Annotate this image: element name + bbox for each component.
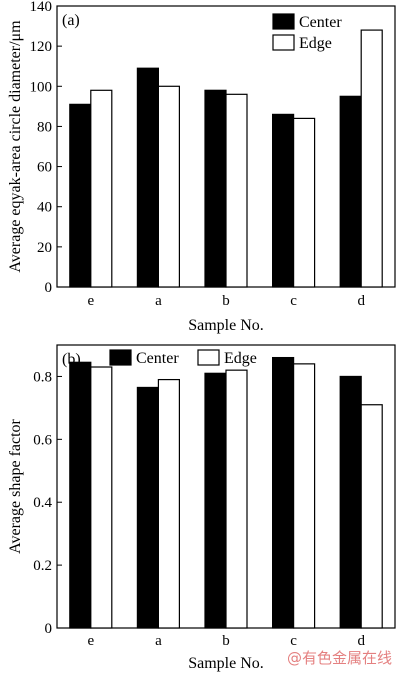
y-axis-title: Average eqyak-area circle diameter/μm <box>7 20 24 273</box>
bar-center-b <box>204 372 227 629</box>
legend: Center Edge <box>272 13 342 52</box>
bar-center-e <box>69 103 92 288</box>
y-tick-label: 140 <box>30 0 53 15</box>
bar-edge-b <box>225 93 248 288</box>
y-tick-label: 0.4 <box>33 495 52 511</box>
y-tick-label: 80 <box>37 119 52 135</box>
legend-swatch-center <box>272 13 295 30</box>
bar-center-c <box>272 356 295 629</box>
y-axis-title: Average shape factor <box>7 418 24 553</box>
legend-swatch-center <box>109 349 132 366</box>
bar-center-d <box>339 95 362 288</box>
y-tick-label: 0 <box>45 621 53 637</box>
bar-edge-e <box>90 89 113 288</box>
x-tick-label: b <box>222 293 230 309</box>
x-tick-label: d <box>357 293 365 309</box>
x-tick-label: e <box>87 293 94 309</box>
bar-edge-e <box>90 366 113 629</box>
y-tick-label: 0.8 <box>33 369 52 385</box>
watermark: @有色金属在线 <box>286 649 392 667</box>
legend-label-center: Center <box>136 350 179 367</box>
x-axis-title: Sample No. <box>188 317 264 334</box>
bar-center-a <box>136 67 159 288</box>
bar-edge-c <box>293 117 316 288</box>
chart-panel-a: 0 20 40 60 80 100 120 140 e a b c d (a) Sample No. Aver… <box>7 0 396 334</box>
y-tick-label: 60 <box>37 160 52 176</box>
y-tick-label: 0.2 <box>33 558 52 574</box>
bar-edge-b <box>225 369 248 629</box>
y-tick-label: 100 <box>30 79 53 95</box>
legend-swatch-edge <box>197 349 220 366</box>
bar-edge-a <box>157 378 180 629</box>
panel-label: (b) <box>62 351 81 368</box>
legend-label-center: Center <box>299 14 342 31</box>
bar-center-e <box>69 361 92 629</box>
x-tick-label: c <box>290 293 297 309</box>
y-tick-label: 20 <box>37 240 52 256</box>
bar-edge-a <box>157 85 180 288</box>
x-tick-label: a <box>155 293 162 309</box>
bar-center-b <box>204 89 227 288</box>
panel-label: (a) <box>62 12 80 29</box>
x-tick-label: a <box>155 633 162 649</box>
bar-center-a <box>136 386 159 629</box>
x-tick-label: b <box>222 633 230 649</box>
y-tick-label: 0 <box>45 280 53 296</box>
bar-center-c <box>272 113 295 288</box>
bar-center-d <box>339 375 362 629</box>
bar-edge-c <box>293 363 316 629</box>
chart-panel-b: 0 0.2 0.4 0.6 0.8 e a b c d (b) Sample No. Average s… <box>7 344 396 672</box>
y-tick-label: 0.6 <box>33 432 52 448</box>
x-tick-label: e <box>87 633 94 649</box>
x-tick-label: d <box>357 633 365 649</box>
legend-swatch-edge <box>272 34 295 51</box>
x-axis-title: Sample No. <box>188 655 264 672</box>
y-tick-label: 40 <box>37 200 52 216</box>
bar-edge-d <box>360 404 383 629</box>
bar-edge-d <box>360 29 383 288</box>
legend: Center Edge <box>109 349 257 367</box>
legend-label-edge: Edge <box>224 350 257 367</box>
x-tick-label: c <box>290 633 297 649</box>
y-tick-label: 120 <box>30 39 53 55</box>
legend-label-edge: Edge <box>299 35 332 52</box>
